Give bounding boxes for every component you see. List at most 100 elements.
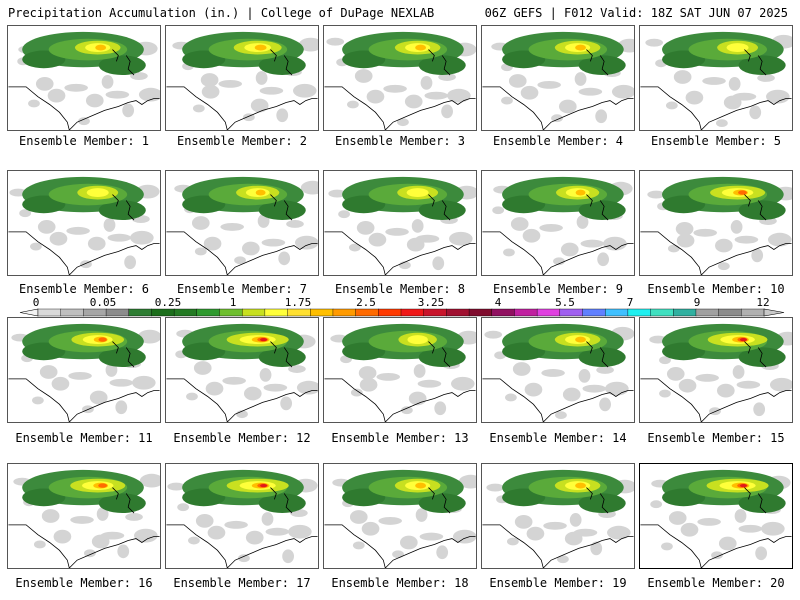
colorbar-swatch bbox=[627, 308, 652, 317]
precip-core bbox=[398, 332, 437, 347]
colorbar-swatch bbox=[514, 308, 538, 317]
precip-core bbox=[77, 185, 119, 200]
ensemble-member-map[interactable] bbox=[481, 170, 635, 276]
precip-core bbox=[706, 478, 769, 493]
coastline bbox=[324, 524, 476, 568]
ensemble-member-label: Ensemble Member: 16 bbox=[15, 576, 153, 590]
ensemble-member-map[interactable] bbox=[165, 317, 319, 423]
precip-band bbox=[502, 323, 626, 368]
ensemble-member-label: Ensemble Member: 12 bbox=[173, 431, 311, 445]
colorbar-swatch bbox=[468, 308, 493, 317]
ensemble-member-label: Ensemble Member: 2 bbox=[176, 134, 308, 148]
ensemble-member-map[interactable] bbox=[7, 170, 161, 276]
precip-core bbox=[226, 332, 289, 347]
precip-core bbox=[717, 40, 758, 55]
colorbar-swatch bbox=[673, 308, 697, 317]
colorbar-swatch bbox=[83, 308, 107, 317]
ensemble-member-label: Ensemble Member: 15 bbox=[647, 431, 785, 445]
precip-map bbox=[324, 469, 476, 568]
precip-core bbox=[707, 332, 768, 347]
colorbar-swatch bbox=[37, 308, 62, 317]
precip-map bbox=[482, 469, 634, 568]
colorbar-tick-label: 0.05 bbox=[89, 296, 117, 309]
precip-band bbox=[22, 176, 146, 221]
coastline bbox=[166, 378, 318, 422]
precip-core bbox=[226, 478, 289, 493]
precip-map bbox=[8, 323, 160, 422]
colorbar-tick-label: 0.25 bbox=[154, 296, 182, 309]
precip-band bbox=[342, 31, 466, 76]
light-precip-area bbox=[167, 478, 318, 564]
colorbar-swatch bbox=[310, 308, 334, 317]
ensemble-member-map[interactable] bbox=[323, 170, 477, 276]
precip-band bbox=[342, 176, 466, 221]
ensemble-member-label: Ensemble Member: 6 bbox=[18, 282, 150, 296]
page-title: Precipitation Accumulation (in.) | Colle… bbox=[8, 6, 435, 20]
ensemble-member-map[interactable] bbox=[481, 463, 635, 569]
precip-map bbox=[166, 31, 318, 130]
river-line bbox=[586, 487, 609, 514]
coastline bbox=[324, 378, 476, 422]
ensemble-member-map[interactable] bbox=[639, 25, 793, 131]
ensemble-member-map[interactable] bbox=[481, 25, 635, 131]
coastline bbox=[166, 86, 318, 130]
coastline bbox=[640, 378, 792, 422]
ensemble-member-label: Ensemble Member: 9 bbox=[492, 282, 624, 296]
colorbar-swatch bbox=[173, 308, 198, 317]
coastline bbox=[166, 231, 318, 275]
ensemble-member-map[interactable] bbox=[323, 463, 477, 569]
ensemble-member-map[interactable] bbox=[639, 170, 793, 276]
colorbar-tick-label: 1.75 bbox=[284, 296, 312, 309]
river-line bbox=[428, 487, 451, 514]
colorbar-tick-label: 3.25 bbox=[417, 296, 445, 309]
precip-core bbox=[710, 185, 766, 200]
ensemble-member-map[interactable] bbox=[7, 317, 161, 423]
precip-core bbox=[554, 478, 601, 493]
precip-map bbox=[324, 176, 476, 275]
colorbar-swatch bbox=[128, 308, 152, 317]
ensemble-member-map[interactable] bbox=[481, 317, 635, 423]
precip-map bbox=[8, 176, 160, 275]
colorbar-tick-label: 1 bbox=[229, 296, 237, 309]
coastline bbox=[640, 524, 792, 568]
colorbar-tick-label: 7 bbox=[626, 296, 634, 309]
ensemble-member-label: Ensemble Member: 7 bbox=[176, 282, 308, 296]
precip-band bbox=[662, 31, 786, 76]
precip-core bbox=[394, 478, 441, 493]
run-info: 06Z GEFS | F012 Valid: 18Z SAT JUN 07 20… bbox=[484, 6, 788, 20]
ensemble-member-label: Ensemble Member: 8 bbox=[334, 282, 466, 296]
precip-map bbox=[640, 469, 792, 568]
precip-core bbox=[233, 40, 282, 55]
colorbar-tick-label: 2.5 bbox=[356, 296, 376, 309]
colorbar-swatch bbox=[695, 308, 720, 317]
precip-map bbox=[640, 323, 792, 422]
ensemble-member-label: Ensemble Member: 14 bbox=[489, 431, 627, 445]
colorbar-tick-label: 5.5 bbox=[555, 296, 575, 309]
ensemble-member-map[interactable] bbox=[323, 25, 477, 131]
ensemble-member-map[interactable] bbox=[639, 463, 793, 569]
colorbar-swatch bbox=[423, 308, 447, 317]
precip-band bbox=[342, 469, 466, 514]
light-precip-area bbox=[647, 186, 792, 271]
ensemble-member-map[interactable] bbox=[7, 25, 161, 131]
ensemble-member-map[interactable] bbox=[165, 170, 319, 276]
river-line bbox=[270, 49, 293, 76]
ensemble-member-label: Ensemble Member: 19 bbox=[489, 576, 627, 590]
ensemble-member-label: Ensemble Member: 20 bbox=[647, 576, 785, 590]
precip-map bbox=[482, 31, 634, 130]
ensemble-member-map[interactable] bbox=[323, 317, 477, 423]
colorbar-swatch bbox=[559, 308, 583, 317]
ensemble-member-map[interactable] bbox=[165, 25, 319, 131]
ensemble-member-map[interactable] bbox=[165, 463, 319, 569]
coastline bbox=[8, 86, 160, 130]
colorbar-swatch bbox=[151, 308, 175, 317]
ensemble-member-map[interactable] bbox=[639, 317, 793, 423]
precip-map bbox=[640, 31, 792, 130]
precip-core bbox=[394, 40, 441, 55]
river-line bbox=[112, 49, 135, 76]
ensemble-member-label: Ensemble Member: 3 bbox=[334, 134, 466, 148]
ensemble-member-map[interactable] bbox=[7, 463, 161, 569]
colorbar-swatch bbox=[241, 308, 266, 317]
colorbar-swatch bbox=[196, 308, 220, 317]
colorbar-swatch bbox=[287, 308, 311, 317]
